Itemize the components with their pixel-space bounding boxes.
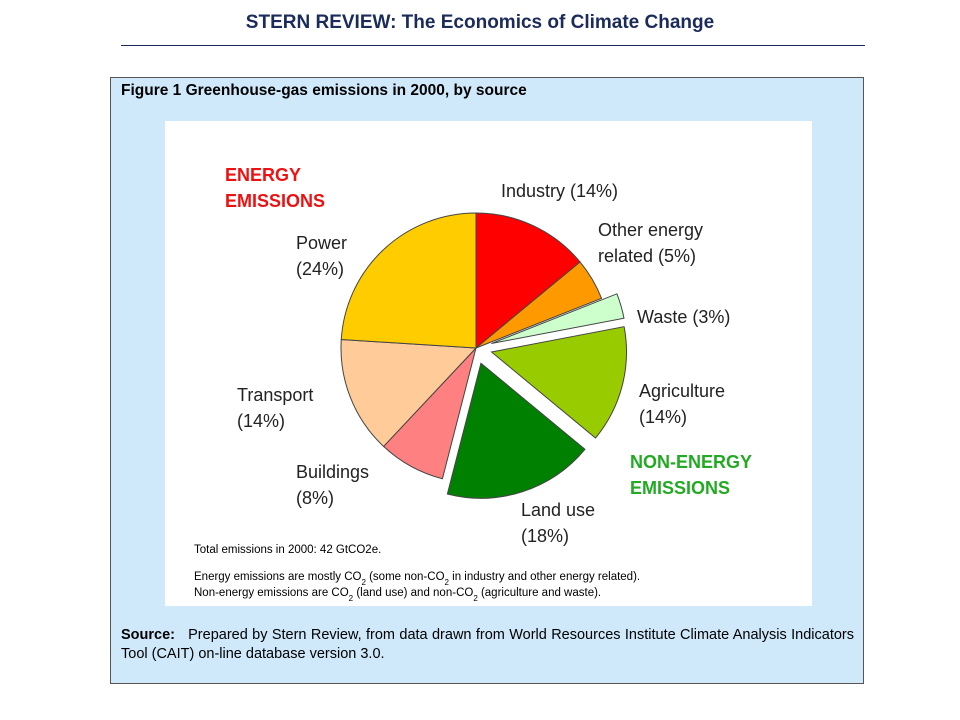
pie-slices: [340, 212, 627, 499]
slice-label-transport: Transport (14%): [237, 385, 313, 431]
non-energy-emissions-note: Non-energy emissions are CO2 (land use) …: [194, 587, 601, 603]
pie-slice-land-use: [446, 362, 586, 499]
figure-caption: Figure 1 Greenhouse-gas emissions in 200…: [121, 82, 527, 99]
source-label: Source:: [121, 627, 175, 643]
group-label-non-energy-line1: NON-ENERGY: [630, 452, 752, 472]
pie-slice-industry: [475, 212, 581, 350]
slice-label-agriculture: Agriculture (14%): [639, 381, 725, 427]
source-text: Prepared by Stern Review, from data draw…: [121, 627, 854, 662]
chart-panel: Industry (14%) Other energy related (5%) Wa…: [165, 121, 812, 606]
group-label-energy-line1: ENERGY: [225, 165, 301, 185]
page-title: STERN REVIEW: The Economics of Climate C…: [245, 12, 715, 33]
group-label-non-energy-line2: EMISSIONS: [630, 478, 730, 498]
pie-slice-waste: [491, 293, 625, 345]
source-note: Source: Prepared by Stern Review, from d…: [121, 626, 854, 664]
group-label-energy-line2: EMISSIONS: [225, 191, 325, 211]
pie-slice-agriculture: [490, 326, 627, 439]
pie-slice-other-energy-related: [475, 261, 603, 349]
pie-slice-power: [340, 212, 477, 349]
header-divider: [121, 45, 865, 46]
figure-box: Figure 1 Greenhouse-gas emissions in 200…: [110, 77, 864, 684]
pie-labels: Industry (14%) Other energy related (5%) Wa…: [237, 181, 730, 546]
pie-chart: Industry (14%) Other energy related (5%) Wa…: [194, 165, 757, 603]
slice-label-power: Power (24%): [296, 233, 347, 279]
slice-label-buildings: Buildings (8%): [296, 462, 369, 508]
total-emissions-note: Total emissions in 2000: 42 GtCO2e.: [194, 544, 381, 556]
slice-label-waste: Waste (3%): [637, 307, 730, 327]
slice-label-industry: Industry (14%): [501, 181, 618, 201]
pie-slice-transport: [340, 338, 478, 448]
group-label-non-energy: NON-ENERGY EMISSIONS: [630, 452, 757, 498]
energy-emissions-note: Energy emissions are mostly CO2 (some no…: [194, 571, 640, 587]
slice-label-other-energy-related: Other energy related (5%): [598, 220, 703, 266]
group-label-energy: ENERGY EMISSIONS: [225, 165, 325, 211]
slice-label-land-use: Land use (18%): [521, 500, 595, 546]
